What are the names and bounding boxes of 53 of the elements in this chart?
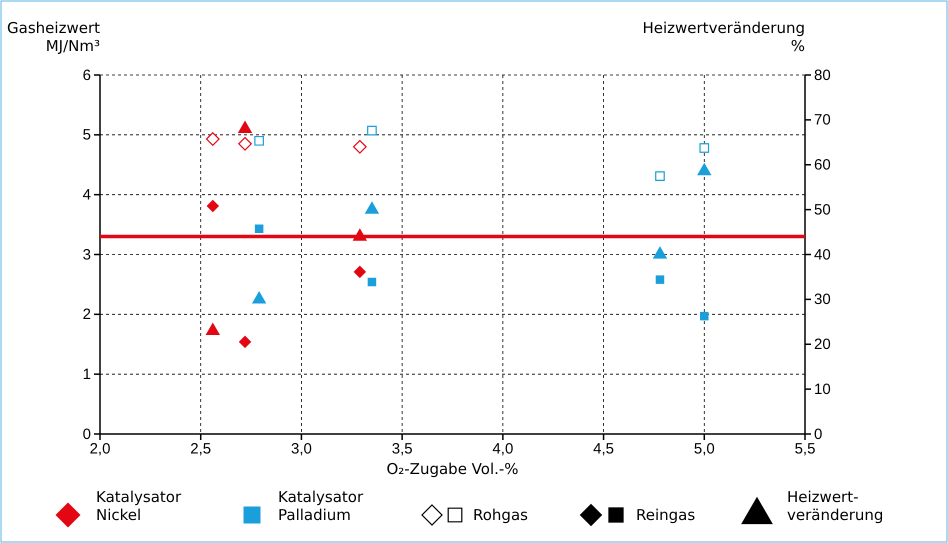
y2-axis-title: Heizwertveränderung % [642,19,805,55]
y2-tick-label: 60 [814,156,831,174]
point [368,278,376,286]
text: Katalysator Nickel [96,488,182,524]
point [367,126,377,136]
point [656,275,664,284]
y-tick-label: 0 [82,426,91,443]
point [700,312,709,320]
x-tick-label: 4,0 [492,440,514,458]
point [206,322,220,335]
x-tick-label: 2,5 [190,440,212,458]
y-tick-label: 3 [82,246,91,264]
x-tick-label: 3,0 [291,440,312,458]
y-axis-title: Gasheizwert MJ/Nm³ [7,19,100,55]
point [354,266,366,278]
y-tick-label: 4 [82,186,91,204]
x-tick-label: 5,5 [794,440,816,458]
point [697,162,712,176]
point [206,132,220,146]
point [364,201,380,214]
x-axis-title: O₂-Zugabe Vol.-% [386,460,519,478]
y-tick-label: 2 [82,306,91,324]
y2-tick-label: 0 [814,426,822,443]
point [254,224,264,234]
text: Rohgas [473,506,528,524]
text: Katalysator Palladium [278,488,364,524]
text: Reingas [636,506,696,524]
y2-tick-label: 40 [814,246,831,264]
point [238,120,252,134]
x-tick-label: 2,0 [90,440,110,458]
point [699,143,710,153]
y2-tick-label: 10 [814,380,831,398]
point [252,291,266,304]
y-tick-label: 5 [82,126,91,144]
text: Heizwert-veränderung [787,488,884,524]
y2-tick-label: 70 [814,112,831,129]
y2-tick-label: 20 [814,336,831,354]
x-tick-label: 4,5 [593,440,614,458]
y-tick-label: 1 [82,366,91,383]
x-tick-label: 3,5 [392,440,413,458]
point [652,246,668,259]
point [254,136,264,146]
y2-tick-label: 80 [814,66,831,84]
y2-tick-label: 30 [814,291,831,308]
y2-tick-label: 50 [814,201,831,218]
point [352,228,368,241]
x-tick-label: 5,0 [694,440,715,458]
point [352,140,367,154]
point [238,136,252,151]
point [238,336,252,348]
point [655,171,665,181]
y-tick-label: 6 [82,66,91,84]
point [206,200,220,212]
